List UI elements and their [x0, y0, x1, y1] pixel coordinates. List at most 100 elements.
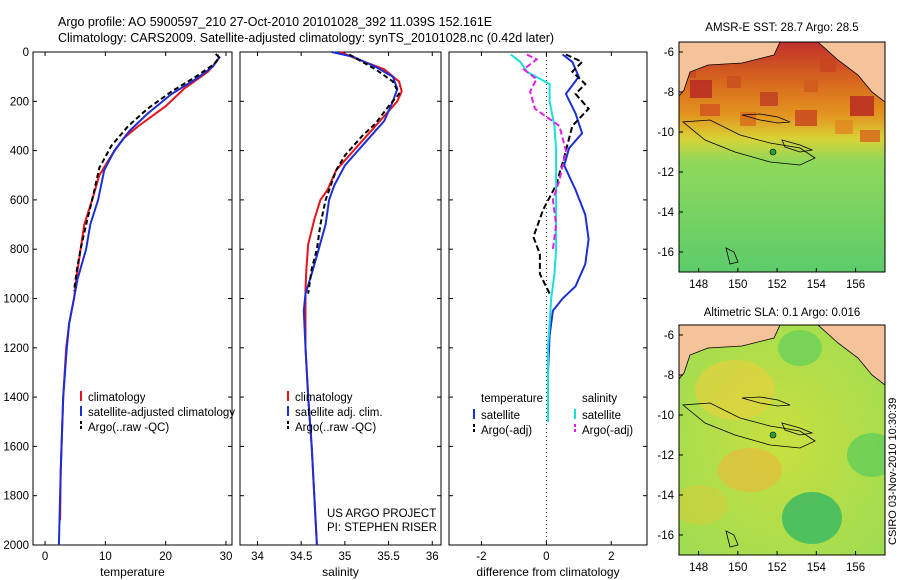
- map-y-tick-label: -8: [664, 87, 674, 99]
- legend-label: climatology: [295, 392, 353, 404]
- x-tick-label: 35: [338, 551, 351, 563]
- y-tick-label: 800: [10, 244, 29, 256]
- sst-pixel-block: [820, 58, 836, 72]
- map-y-tick-label: -14: [657, 490, 674, 502]
- y-tick-label: 1800: [3, 491, 29, 503]
- project-credit: US ARGO PROJECT PI: STEPHEN RISER: [327, 508, 437, 534]
- map-x-tick-label: 152: [768, 279, 787, 291]
- legend-label: Argo(-adj): [582, 425, 633, 437]
- project-line-1: US ARGO PROJECT: [327, 508, 436, 520]
- salinity-x-axis-label: salinity: [322, 565, 359, 579]
- y-tick-label: 600: [10, 195, 29, 207]
- sla-map-axes: 148 150 152 154 156 -6 -8 -10 -12 -14 -16: [657, 330, 865, 574]
- salinity-panel: 34 34.5 35 35.5 36 salinity climatology satelli…: [239, 51, 442, 579]
- sst-field: [679, 42, 885, 272]
- temperature-x-axis-label: temperature: [100, 565, 165, 579]
- series-line-satellite-adj-clim-: [302, 51, 399, 546]
- y-tick-label: 1600: [3, 441, 29, 453]
- sla-map-frame: [678, 324, 886, 556]
- legend-header: salinity: [582, 393, 617, 405]
- sst-pixel-block: [835, 120, 853, 134]
- sst-map-axes: 148 150 152 154 156 -6 -8 -10 -12 -14 -16: [657, 47, 865, 291]
- legend-label: climatology: [88, 392, 146, 404]
- temperature-panel: 0 10 20 30 0 200 400 600 800 1000 1200 1400 1600 1800…: [3, 47, 235, 579]
- sla-low-patch: [847, 433, 885, 477]
- map-y-tick-label: -12: [657, 450, 674, 462]
- legend-label: satellite: [481, 410, 520, 422]
- new-britain-land: [817, 325, 885, 386]
- solomon-coast: [681, 119, 816, 166]
- map-y-tick-label: -16: [657, 247, 674, 259]
- map-x-tick-label: 156: [846, 279, 865, 291]
- legend-label: satellite adj. clim.: [295, 407, 383, 419]
- argo-location-marker: [769, 431, 777, 439]
- difference-plot-frame: [448, 51, 648, 546]
- map-y-tick-label: -14: [657, 207, 674, 219]
- sst-map-frame: [678, 41, 886, 273]
- map-x-tick-label: 152: [768, 562, 787, 574]
- sst-map-title: AMSR-E SST: 28.7 Argo: 28.5: [705, 22, 858, 34]
- y-tick-label: 1000: [3, 294, 29, 306]
- sla-low-patch: [778, 330, 822, 366]
- x-tick-label: 30: [220, 551, 233, 563]
- sst-pixel-block: [850, 96, 874, 116]
- x-tick-label: 34: [251, 551, 264, 563]
- title-line-2: Climatology: CARS2009. Satellite-adjuste…: [58, 31, 554, 45]
- sst-map: AMSR-E SST: 28.7 Argo: 28.5 148 150 152 154…: [657, 22, 886, 291]
- x-tick-label: 0: [42, 551, 48, 563]
- sst-pixel-block: [795, 110, 817, 126]
- series-line-argo-raw-qc-: [307, 53, 401, 294]
- x-tick-label: 34.5: [290, 551, 312, 563]
- argo-location-marker: [769, 148, 777, 156]
- sla-high-patch: [695, 360, 775, 420]
- temperature-plot-frame: [32, 51, 233, 546]
- y-tick-label: 400: [10, 146, 29, 158]
- sla-high-patch: [718, 448, 782, 492]
- map-x-tick-label: 156: [846, 562, 865, 574]
- sla-map-title: Altimetric SLA: 0.1 Argo: 0.016: [704, 307, 861, 319]
- legend-label: Argo(..raw -QC): [295, 422, 376, 434]
- legend-label: satellite-adjusted climatology: [88, 407, 235, 419]
- map-x-tick-label: 150: [728, 279, 747, 291]
- map-y-tick-label: -6: [664, 330, 674, 342]
- y-tick-label: 200: [10, 96, 29, 108]
- sla-map: Altimetric SLA: 0.1 Argo: 0.016 148 150 15…: [657, 307, 886, 574]
- new-britain-land: [817, 42, 885, 103]
- map-x-tick-label: 150: [728, 562, 747, 574]
- map-x-tick-label: 154: [807, 562, 827, 574]
- difference-x-axis-label: difference from climatology: [476, 565, 619, 579]
- sst-pixel-block: [860, 130, 880, 142]
- legend-header: temperature: [481, 393, 543, 405]
- series-line-salinity-satellite: [510, 53, 558, 422]
- y-tick-label: 0: [23, 47, 29, 59]
- sst-pixel-blocks: [680, 58, 880, 142]
- difference-panel: -2 0 2 difference from climatology temperatu…: [448, 51, 648, 579]
- y-tick-label: 1200: [3, 343, 29, 355]
- map-x-tick-label: 148: [689, 562, 708, 574]
- map-y-tick-label: -8: [664, 370, 674, 382]
- legend-label: Argo(..raw -QC): [88, 422, 169, 434]
- x-tick-label: 10: [99, 551, 112, 563]
- map-x-tick-label: 154: [807, 279, 827, 291]
- title-line-1: Argo profile: AO 5900597_210 27-Oct-2010…: [58, 15, 492, 29]
- solomon-coast: [681, 402, 816, 449]
- map-y-tick-label: -10: [657, 127, 674, 139]
- map-y-tick-label: -10: [657, 410, 674, 422]
- sst-pixel-block: [690, 80, 712, 98]
- png-land: [679, 325, 781, 380]
- x-tick-label: 20: [159, 551, 172, 563]
- legend-label: Argo(-adj): [481, 425, 532, 437]
- csiro-credit: CSIRO 03-Nov-2010 10:30:39: [887, 398, 899, 545]
- sst-pixel-block: [760, 92, 778, 106]
- y-tick-label: 1400: [3, 392, 29, 404]
- sla-high-patch: [679, 485, 728, 525]
- series-line-temperature-satellite: [547, 53, 590, 422]
- sst-pixel-block: [727, 76, 741, 88]
- x-tick-label: 0: [543, 551, 549, 563]
- sst-pixel-block: [804, 80, 818, 92]
- sla-low-patch: [782, 492, 842, 544]
- x-tick-label: -2: [476, 551, 486, 563]
- sst-pixel-block: [700, 104, 720, 116]
- salinity-plot-frame: [239, 51, 442, 546]
